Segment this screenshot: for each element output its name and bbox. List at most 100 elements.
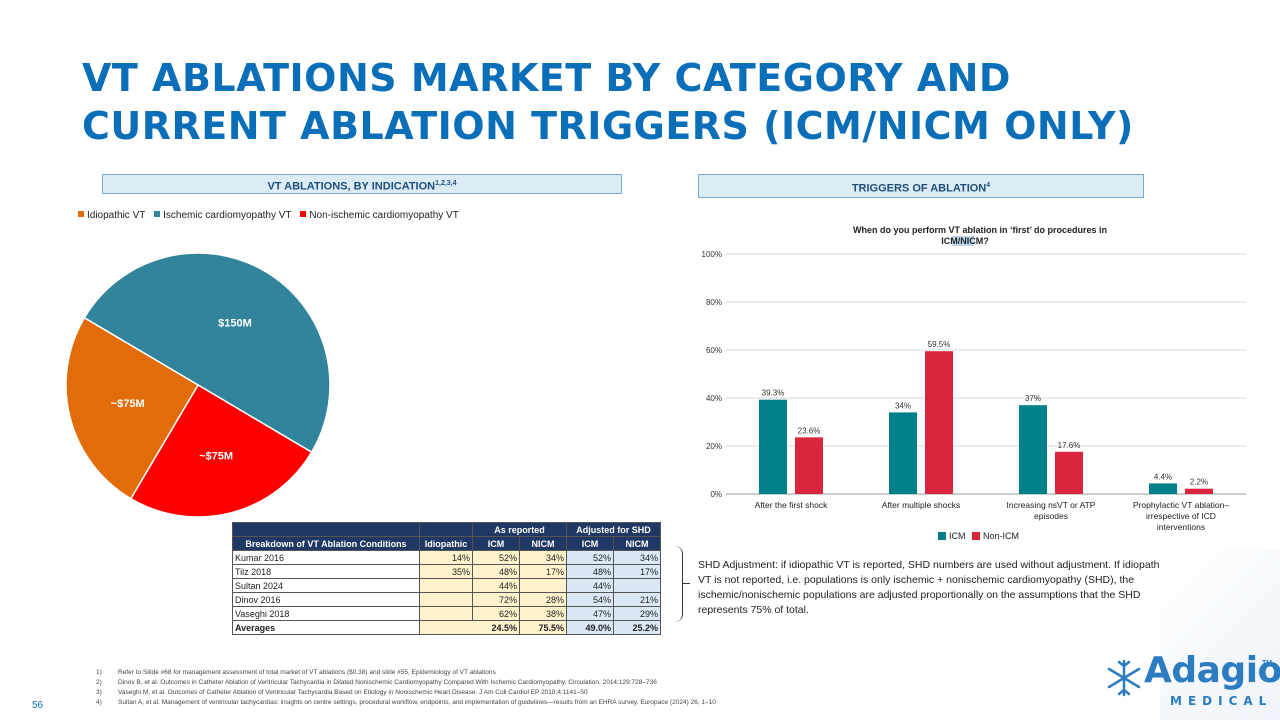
table-avg-cell: 49.0% — [566, 620, 614, 635]
table-header-cell: NICM — [519, 536, 567, 551]
table-cell: 52% — [566, 550, 614, 565]
table-row: Sultan 2024 44% 44% — [232, 578, 661, 593]
table-cell — [419, 606, 473, 621]
breakdown-table: As reported Adjusted for SHD Breakdown o… — [232, 522, 661, 635]
table-brace — [668, 546, 683, 622]
footnote: 2) Dinov B, et al. Outcomes in Catheter A… — [96, 678, 716, 688]
footnote-text: Refer to Slilde #68 for management asses… — [118, 669, 496, 676]
logo-trademark: TM — [1262, 660, 1273, 667]
legend-label-ischemic: Ischemic cardiomyopathy VT — [163, 210, 292, 221]
left-section-header: VT ABLATIONS, BY INDICATION1,2,3,4 — [102, 174, 622, 194]
bar-icm — [759, 399, 787, 494]
table-cell: 48% — [472, 564, 520, 579]
footnote: 3) Vaseghi M, et al. Outcomes of Catheter… — [96, 688, 716, 698]
x-tick-label: After the first shock — [755, 500, 828, 510]
table-cell: 72% — [472, 592, 520, 607]
table-cell — [419, 578, 473, 593]
bar-icm — [1149, 483, 1177, 494]
footnotes: 1) Refer to Slilde #68 for management ass… — [96, 668, 716, 708]
table-cell — [419, 592, 473, 607]
footnote-text: Vaseghi M, et al. Outcomes of Catheter A… — [118, 689, 588, 696]
bar-data-label: 4.4% — [1154, 472, 1172, 481]
pie-data-label: ~$75M — [199, 450, 233, 462]
left-header-sup: 1,2,3,4 — [435, 180, 457, 187]
footnote-number: 4) — [96, 699, 102, 706]
bar-non-icm — [795, 437, 823, 494]
pie-legend: Idiopathic VT Ischemic cardiomyopathy VT… — [78, 210, 465, 221]
table-row-label: Sultan 2024 — [232, 578, 420, 593]
table-row: Kumar 2016 14% 52% 34% 52% 34% — [232, 550, 661, 565]
table-header-cell: ICM — [566, 536, 614, 551]
x-tick-label: After multiple shocks — [882, 500, 960, 510]
table-cell: 17% — [613, 564, 661, 579]
bar-data-label: 39.3% — [762, 389, 785, 398]
footnote-number: 2) — [96, 679, 102, 686]
x-tick-label: Prophylactic VT ablation– — [1133, 500, 1230, 510]
bar-non-icm — [1055, 451, 1083, 494]
bar-legend-label: ICM — [949, 531, 966, 540]
bar-chart-title: When do you perform VT ablation in ‘firs… — [853, 225, 1107, 235]
bar-legend-swatch — [938, 532, 946, 540]
bar-chart-title-line2: ICM/NICM? — [941, 236, 989, 246]
bar-data-label: 17.6% — [1058, 441, 1081, 450]
bar-data-label: 23.6% — [798, 426, 821, 435]
footnote-text: Sultan A, et al. Management of ventricul… — [118, 699, 716, 706]
table-cell: 44% — [566, 578, 614, 593]
table-row: Tilz 2018 35% 48% 17% 48% 17% — [232, 564, 661, 579]
table-cell: 28% — [519, 592, 567, 607]
page-number: 56 — [32, 700, 44, 711]
table-cell — [613, 578, 661, 593]
x-tick-label: episodes — [1034, 511, 1068, 521]
snowflake-icon — [1107, 659, 1141, 697]
logo-subtitle: MEDICAL — [1170, 694, 1273, 708]
legend-item-ischemic: Ischemic cardiomyopathy VT — [154, 210, 292, 221]
y-tick-label: 20% — [706, 442, 722, 451]
y-tick-label: 60% — [706, 346, 722, 355]
bar-data-label: 34% — [895, 401, 911, 410]
table-header-cell: ICM — [472, 536, 520, 551]
bar-chart: When do you perform VT ablation in ‘firs… — [702, 225, 1246, 540]
table-row-label: Dinov 2016 — [232, 592, 420, 607]
y-tick-label: 80% — [706, 298, 722, 307]
legend-label-nonischemic: Non-ischemic cardiomyopathy VT — [309, 210, 459, 221]
table-cell: 34% — [519, 550, 567, 565]
bar-non-icm — [925, 351, 953, 494]
table-cell: 62% — [472, 606, 520, 621]
table-group-header-blank — [419, 522, 473, 537]
footnote-text: Dinov B, et al. Outcomes in Catheter Abl… — [118, 679, 657, 686]
table-cell: 47% — [566, 606, 614, 621]
x-tick-label: irrespective of ICD — [1146, 511, 1216, 521]
pie-chart: $150M ~$75M ~$75M — [65, 252, 331, 518]
table-avg-cell: 24.5% — [419, 620, 520, 635]
y-tick-label: 40% — [706, 394, 722, 403]
table-averages-row: Averages 24.5% 75.5% 49.0% 25.2% — [232, 620, 661, 635]
bar-data-label: 2.2% — [1190, 478, 1208, 487]
bar-legend-label: Non-ICM — [983, 531, 1019, 540]
table-avg-cell: 75.5% — [519, 620, 567, 635]
y-tick-label: 0% — [710, 490, 722, 499]
x-tick-label: Increasing nsVT or ATP — [1007, 500, 1096, 510]
bar-non-icm — [1185, 488, 1213, 494]
bar-legend-swatch — [972, 532, 980, 540]
right-header-text: TRIGGERS OF ABLATION — [851, 182, 987, 195]
legend-item-nonischemic: Non-ischemic cardiomyopathy VT — [300, 210, 459, 221]
table-group-header-blank — [232, 522, 420, 537]
table-cell: 34% — [613, 550, 661, 565]
footnote-number: 3) — [96, 689, 102, 696]
table-header-row: Breakdown of VT Ablation Conditions Idio… — [232, 536, 661, 551]
shd-adjustment-note: SHD Adjustment: if idiopathic VT is repo… — [698, 559, 1168, 616]
footnote-number: 1) — [96, 669, 102, 676]
bar-data-label: 37% — [1025, 394, 1041, 403]
y-tick-label: 100% — [702, 250, 722, 259]
pie-slice-idiopathic — [65, 316, 200, 500]
legend-label-idiopathic: Idiopathic VT — [87, 210, 146, 221]
table-cell: 52% — [472, 550, 520, 565]
left-header-text: VT ABLATIONS, BY INDICATION — [267, 180, 436, 193]
legend-swatch-ischemic — [154, 211, 161, 217]
table-cell: 29% — [613, 606, 661, 621]
bar-data-label: 59.5% — [928, 340, 951, 349]
table-row-label: Tilz 2018 — [232, 564, 420, 579]
table-cell: 14% — [419, 550, 473, 565]
legend-item-idiopathic: Idiopathic VT — [78, 210, 145, 221]
right-section-header: TRIGGERS OF ABLATION4 — [698, 174, 1144, 198]
